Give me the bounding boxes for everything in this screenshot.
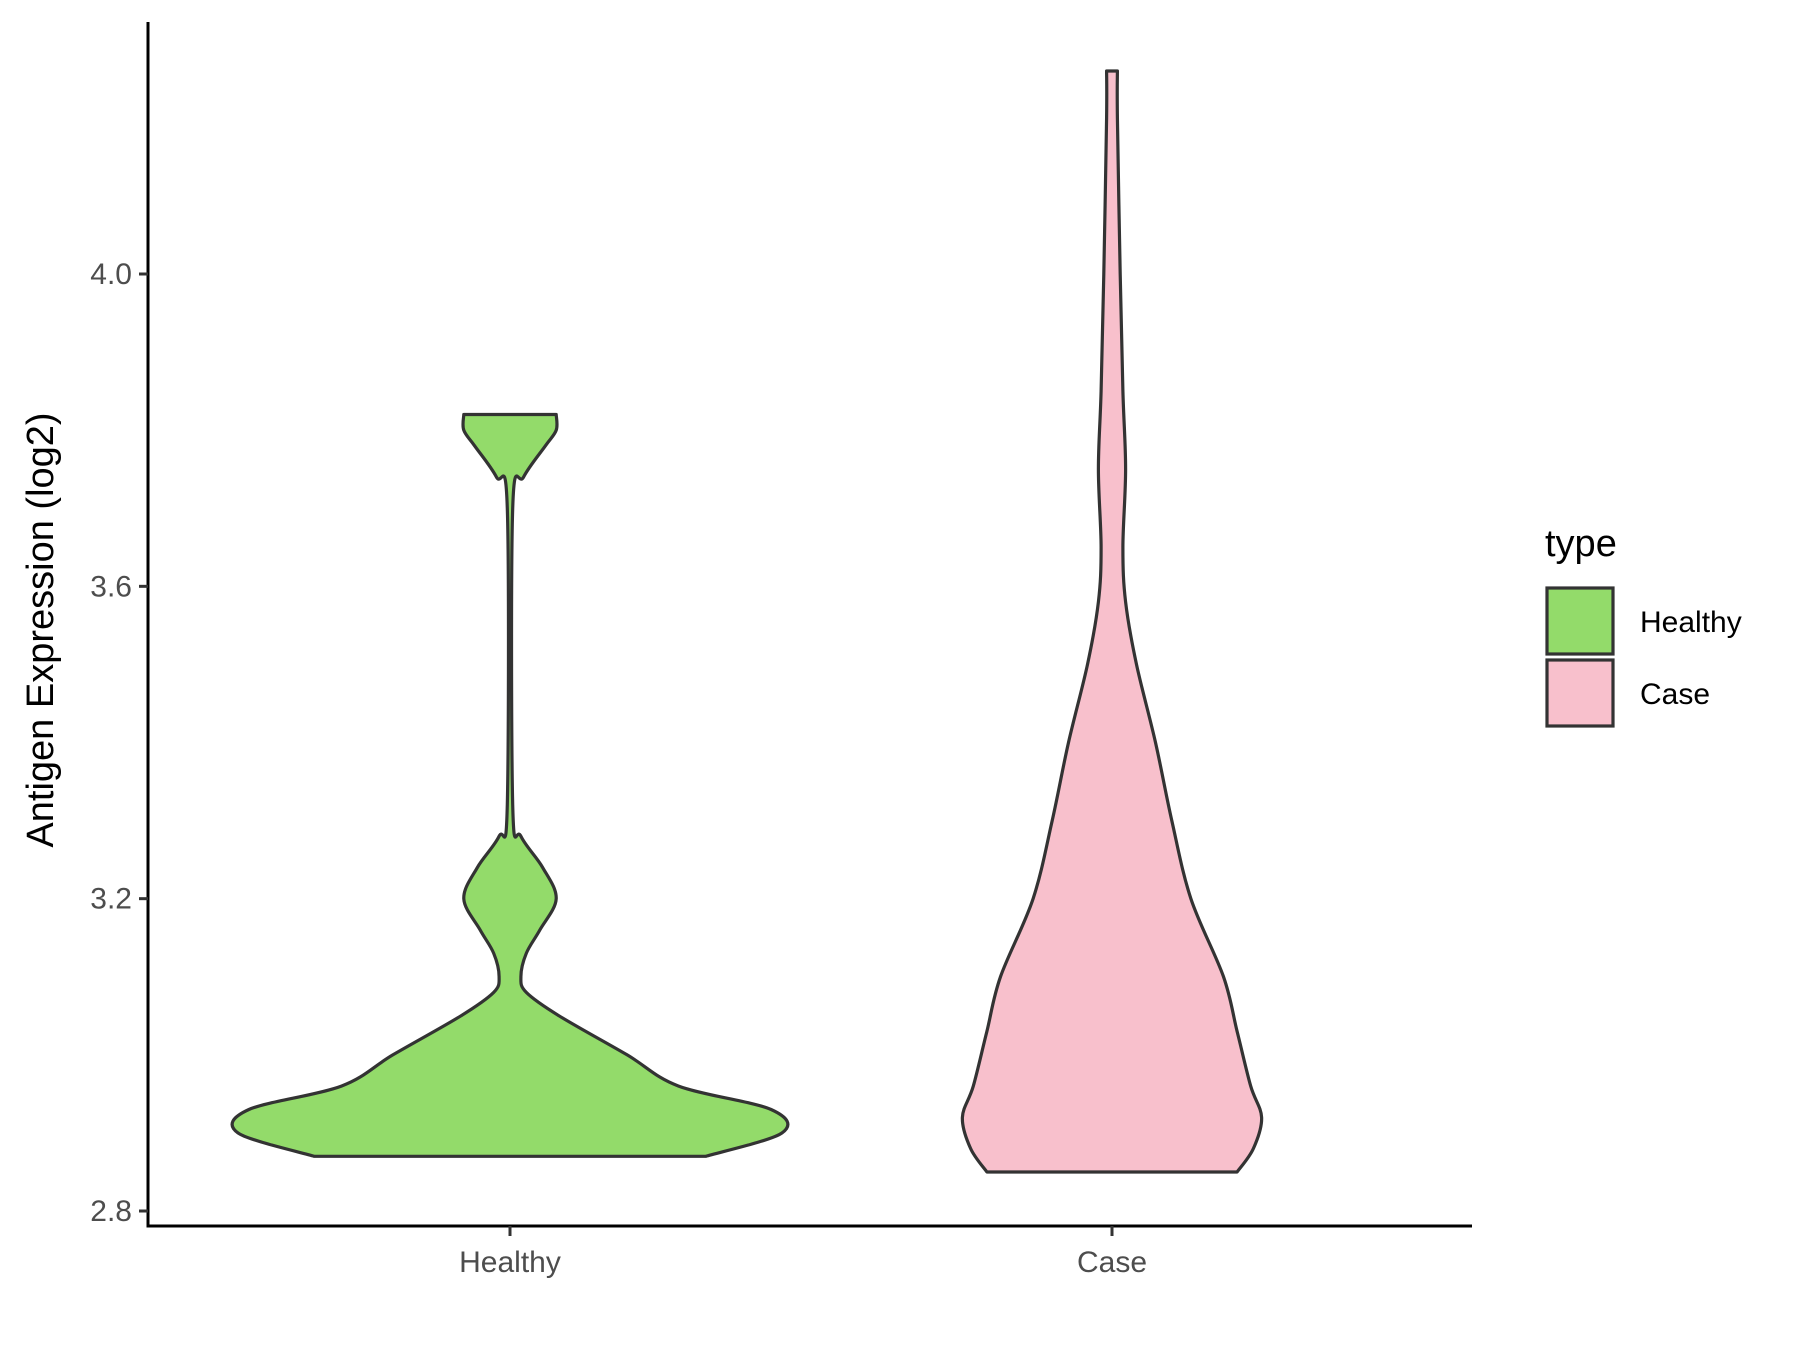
legend: type Healthy Case	[1545, 523, 1742, 728]
violin-healthy	[230, 412, 790, 1158]
y-tick-label: 3.6	[90, 570, 132, 603]
violins	[230, 69, 1264, 1174]
x-tick-label: Healthy	[459, 1246, 561, 1279]
y-axis-title: Antigen Expression (log2)	[20, 412, 62, 847]
legend-title: type	[1545, 523, 1617, 565]
y-tick-label: 2.8	[90, 1195, 132, 1228]
axes: 2.8 3.2 3.6 4.0 Healthy Case	[90, 22, 1472, 1279]
x-tick-label: Case	[1077, 1246, 1147, 1279]
y-tick-label: 4.0	[90, 258, 132, 291]
legend-swatch-healthy	[1545, 586, 1615, 656]
legend-label-healthy: Healthy	[1640, 606, 1742, 639]
violin-case	[960, 69, 1264, 1174]
legend-swatch-case	[1545, 658, 1615, 728]
y-tick-label: 3.2	[90, 883, 132, 916]
legend-label-case: Case	[1640, 678, 1710, 711]
